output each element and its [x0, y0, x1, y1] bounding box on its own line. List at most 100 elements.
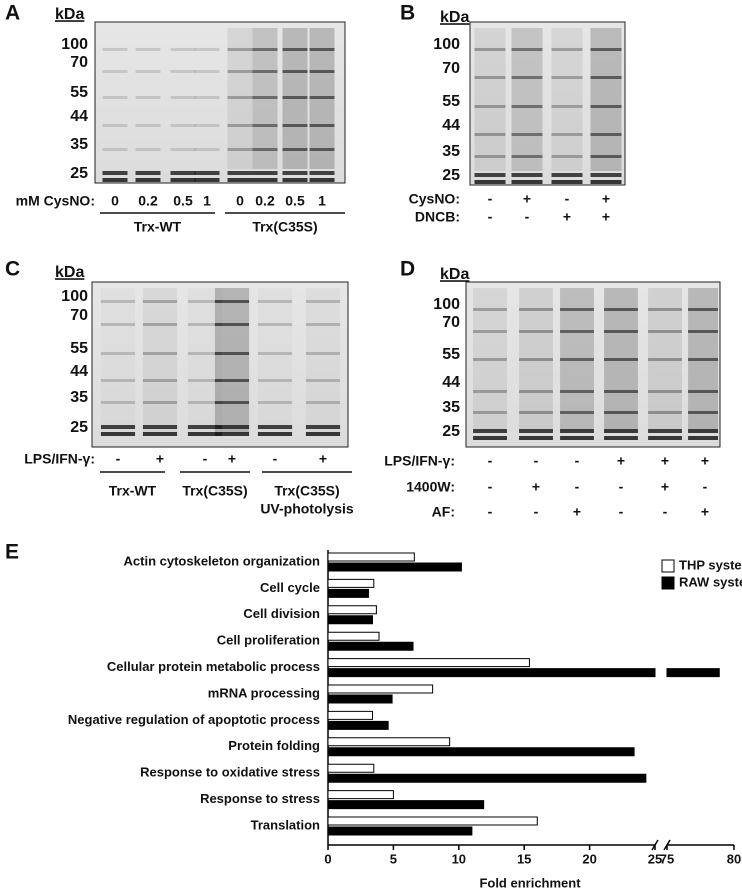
gel-band — [648, 358, 682, 361]
gel-band — [214, 432, 250, 436]
gel-band — [648, 390, 682, 393]
gel-smear — [305, 288, 341, 433]
gel-band — [135, 171, 161, 175]
gel-band — [214, 379, 250, 382]
lane-label: + — [532, 479, 540, 495]
lane-label: - — [488, 191, 493, 207]
x-tick-label: 15 — [517, 851, 531, 866]
gel-band — [187, 300, 223, 303]
gel-smear — [519, 288, 553, 433]
lane-label: - — [116, 451, 121, 467]
x-tick-label: 80 — [727, 851, 741, 866]
gel-band — [309, 70, 335, 73]
gel-band — [590, 173, 622, 177]
gel-band — [257, 379, 293, 382]
gel-band — [187, 323, 223, 326]
gel-band — [227, 124, 253, 127]
gel-band — [590, 180, 622, 184]
bar — [327, 710, 373, 720]
x-tick-label: 75 — [660, 851, 674, 866]
marker-label: 100 — [433, 36, 460, 53]
gel-band — [604, 308, 638, 311]
bar — [327, 790, 394, 800]
lane-label: - — [488, 453, 493, 469]
gel-band — [511, 76, 543, 79]
gel-band — [590, 105, 622, 108]
lane-label: + — [602, 209, 610, 225]
category-label: Response to stress — [200, 791, 320, 806]
gel-band — [519, 308, 553, 311]
gel-band — [227, 96, 253, 99]
gel-band — [170, 124, 196, 127]
lane-label: - — [619, 479, 624, 495]
bar — [327, 562, 462, 572]
gel-smear — [473, 288, 507, 433]
gel-band — [688, 390, 718, 393]
gel-band — [227, 48, 253, 51]
gel-band — [252, 171, 278, 175]
lane-label: - — [488, 479, 493, 495]
gel-band — [142, 401, 178, 404]
lane-label: - — [565, 191, 570, 207]
gel-smear — [258, 288, 292, 433]
group-label: Trx-WT — [109, 483, 157, 499]
bar — [327, 658, 530, 668]
x-tick-label: 10 — [452, 851, 466, 866]
gel-band — [474, 180, 506, 184]
gel-band — [102, 96, 128, 99]
bar — [327, 552, 415, 562]
lane-label: 0 — [111, 193, 119, 209]
marker-label: 100 — [61, 288, 88, 305]
lane-label: - — [534, 453, 539, 469]
gel-band — [187, 352, 223, 355]
gel-band — [551, 133, 583, 136]
gel-band — [227, 70, 253, 73]
gel-band — [100, 352, 136, 355]
bar — [327, 631, 380, 641]
gel-band — [474, 133, 506, 136]
lane-label: - — [575, 479, 580, 495]
gel-band — [170, 48, 196, 51]
marker-label: 70 — [442, 314, 460, 331]
gel-band — [648, 308, 682, 311]
gel-smear — [227, 28, 253, 169]
lane-label: + — [228, 451, 236, 467]
gel-smear — [648, 288, 682, 433]
legend-label: THP system — [679, 557, 742, 572]
gel-band — [102, 70, 128, 73]
gel-band — [648, 330, 682, 333]
marker-label: 100 — [433, 296, 460, 313]
group-label: Trx-WT — [134, 219, 182, 235]
gel-band — [194, 70, 220, 73]
bar — [327, 588, 370, 598]
lane-label: + — [156, 451, 164, 467]
category-label: Response to oxidative stress — [140, 765, 320, 780]
gel-band — [551, 155, 583, 158]
row-label: 1400W: — [406, 479, 455, 495]
gel-band — [473, 429, 507, 433]
gel-band — [257, 352, 293, 355]
gel-band — [170, 70, 196, 73]
gel-band — [257, 425, 293, 429]
gel-band — [194, 178, 220, 182]
gel-band — [604, 411, 638, 414]
row-label: LPS/IFN-γ: — [384, 453, 455, 469]
gel-band — [688, 308, 718, 311]
marker-label: 25 — [442, 423, 460, 440]
category-label: Translation — [251, 817, 320, 832]
gel-background — [91, 281, 349, 448]
gel-band — [102, 148, 128, 151]
bar — [327, 578, 375, 588]
gel-band — [688, 436, 718, 440]
gel-band — [252, 148, 278, 151]
gel-band — [519, 358, 553, 361]
gel-band — [590, 133, 622, 136]
gel-band — [590, 155, 622, 158]
gel-band — [214, 401, 250, 404]
gel-band — [688, 411, 718, 414]
marker-label: 55 — [442, 346, 460, 363]
gel-band — [257, 300, 293, 303]
gel-band — [648, 436, 682, 440]
row-label: LPS/IFN-γ: — [24, 451, 95, 467]
